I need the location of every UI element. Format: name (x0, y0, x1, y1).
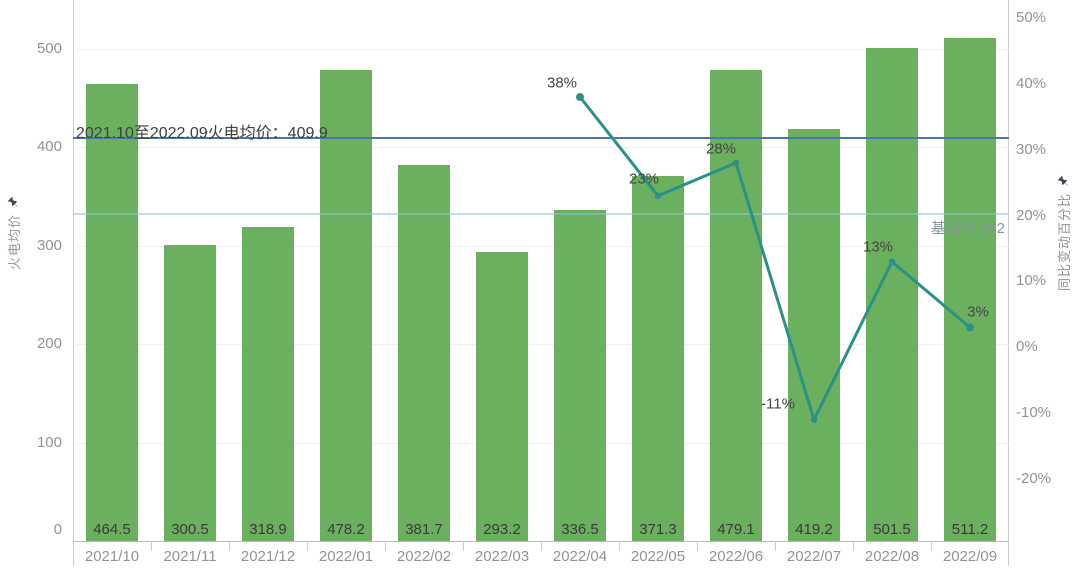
bar[interactable]: 336.5 (554, 210, 606, 541)
bar-value-label: 293.2 (483, 521, 521, 538)
plot-left-border (73, 0, 74, 566)
bar[interactable]: 464.5 (86, 84, 138, 541)
y-tick-label: 200 (36, 335, 62, 352)
gridline (73, 344, 1009, 345)
x-tick-separator (931, 541, 932, 551)
gridline (73, 443, 1009, 444)
x-tick-label: 2022/06 (708, 548, 764, 565)
right-axis-title-text: 同比变动百分比 (1056, 193, 1072, 292)
line-point-label: 38% (546, 74, 578, 92)
x-tick-label: 2022/04 (552, 548, 608, 565)
bar[interactable]: 381.7 (398, 165, 450, 541)
x-tick-separator (151, 541, 152, 551)
bar-value-label: 336.5 (561, 521, 599, 538)
bar-value-label: 478.2 (327, 521, 365, 538)
y-tick-label: 100 (36, 434, 62, 451)
x-tick-separator (619, 541, 620, 551)
x-tick-separator (697, 541, 698, 551)
pin-icon[interactable] (1057, 175, 1069, 187)
gridline (73, 147, 1009, 148)
bar[interactable]: 501.5 (866, 48, 918, 541)
gridline (73, 49, 1009, 50)
y-tick-label: 0% (1016, 338, 1038, 355)
bar-value-label: 318.9 (249, 521, 287, 538)
plot-right-border (1008, 0, 1009, 566)
bar-value-label: 501.5 (873, 521, 911, 538)
y-tick-label: 40% (1016, 75, 1047, 92)
y-tick-label: 500 (36, 40, 62, 57)
x-tick-label: 2022/02 (396, 548, 452, 565)
x-tick-separator (463, 541, 464, 551)
gridline (73, 246, 1009, 247)
pin-icon[interactable] (7, 196, 19, 208)
y-tick-label: 20% (1016, 207, 1047, 224)
y-tick-label: 300 (36, 237, 62, 254)
x-tick-label: 2022/09 (942, 548, 998, 565)
bar[interactable]: 371.3 (632, 176, 684, 541)
line-point[interactable] (888, 258, 896, 265)
bar-value-label: 381.7 (405, 521, 443, 538)
y-tick-label: 30% (1016, 141, 1047, 158)
y-tick-label: -20% (1016, 470, 1052, 487)
x-tick-label: 2021/12 (240, 548, 296, 565)
y-tick-label: 50% (1016, 9, 1047, 26)
x-tick-label: 2022/07 (786, 548, 842, 565)
line-point-label: 3% (967, 303, 989, 321)
x-tick-label: 2022/03 (474, 548, 530, 565)
x-tick-label: 2022/05 (630, 548, 686, 565)
y-tick-label: -10% (1016, 404, 1052, 421)
line-point[interactable] (732, 159, 740, 167)
benchmark-reference-line (73, 213, 1009, 215)
bar-value-label: 464.5 (93, 521, 131, 538)
bar[interactable]: 318.9 (242, 227, 294, 541)
line-point[interactable] (576, 93, 584, 102)
y-tick-label: 0 (53, 521, 62, 538)
bar-value-label: 419.2 (795, 521, 833, 538)
x-tick-separator (853, 541, 854, 551)
benchmark-reference-label: 基准价:332 (930, 220, 1005, 237)
x-tick-label: 2021/10 (84, 548, 140, 565)
average-reference-label: 2021.10至2022.09火电均价：409.9 (76, 125, 328, 142)
bar[interactable]: 300.5 (164, 245, 216, 541)
bar[interactable]: 478.2 (320, 70, 372, 541)
line-point[interactable] (966, 323, 974, 332)
line-point-label: 28% (705, 140, 737, 158)
y-tick-label: 10% (1016, 272, 1047, 289)
right-axis-title: 同比变动百分比 (1055, 138, 1072, 328)
line-point-label: -11% (761, 395, 795, 413)
bar[interactable]: 293.2 (476, 252, 528, 541)
x-tick-separator (775, 541, 776, 551)
line-point-label: 13% (862, 238, 894, 256)
yoy-line[interactable] (578, 96, 971, 422)
left-axis-title-text: 火电均价 (6, 214, 22, 271)
x-tick-label: 2021/11 (163, 548, 217, 565)
left-axis-title: 火电均价 (5, 148, 22, 318)
bar-value-label: 300.5 (171, 521, 209, 538)
line-point[interactable] (810, 416, 818, 423)
line-point-label: 23% (628, 170, 660, 188)
bar-value-label: 371.3 (639, 521, 677, 538)
x-tick-separator (541, 541, 542, 551)
x-tick-separator (385, 541, 386, 551)
bar[interactable]: 511.2 (944, 38, 996, 541)
line-point[interactable] (654, 192, 662, 200)
x-tick-separator (229, 541, 230, 551)
x-tick-label: 2022/08 (864, 548, 920, 565)
x-tick-label: 2022/01 (318, 548, 374, 565)
x-tick-separator (307, 541, 308, 551)
y-tick-label: 400 (36, 138, 62, 155)
average-reference-line (73, 137, 1009, 139)
bar[interactable]: 419.2 (788, 129, 840, 541)
bar-value-label: 479.1 (717, 521, 755, 538)
bar[interactable]: 479.1 (710, 70, 762, 541)
bar-value-label: 511.2 (951, 521, 989, 538)
